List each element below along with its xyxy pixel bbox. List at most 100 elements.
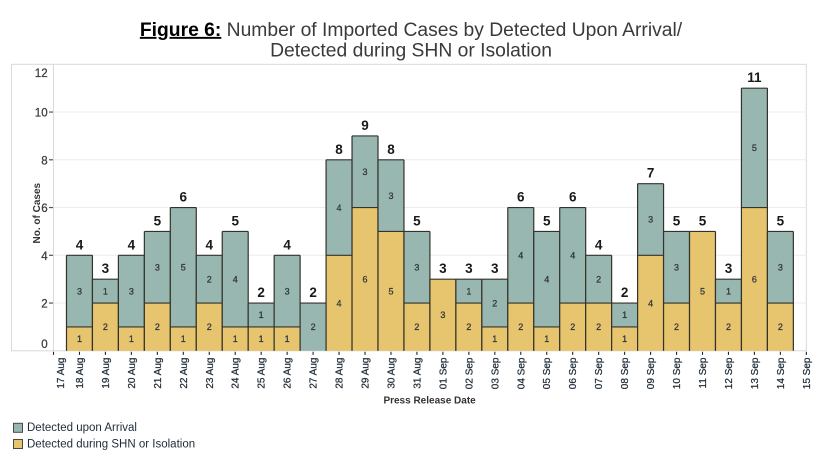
svg-text:1: 1 xyxy=(181,334,186,344)
svg-text:08 Sep: 08 Sep xyxy=(620,357,631,389)
svg-text:5: 5 xyxy=(673,213,681,228)
svg-text:3: 3 xyxy=(285,286,290,296)
svg-text:29 Aug: 29 Aug xyxy=(361,358,372,389)
svg-text:1: 1 xyxy=(233,334,238,344)
svg-text:2: 2 xyxy=(621,285,629,300)
svg-text:25 Aug: 25 Aug xyxy=(257,358,268,389)
svg-text:10: 10 xyxy=(35,108,48,120)
svg-text:3: 3 xyxy=(778,262,783,272)
svg-text:2: 2 xyxy=(311,322,316,332)
svg-text:20 Aug: 20 Aug xyxy=(127,358,138,389)
svg-text:4: 4 xyxy=(128,237,136,252)
svg-text:22 Aug: 22 Aug xyxy=(179,358,190,389)
svg-text:2: 2 xyxy=(778,322,783,332)
svg-text:23 Aug: 23 Aug xyxy=(205,358,216,389)
svg-text:4: 4 xyxy=(648,298,653,308)
svg-text:05 Sep: 05 Sep xyxy=(542,357,553,389)
svg-text:5: 5 xyxy=(388,286,393,296)
svg-text:2: 2 xyxy=(596,322,601,332)
svg-text:7: 7 xyxy=(647,166,655,181)
svg-text:4: 4 xyxy=(41,251,48,263)
svg-text:2: 2 xyxy=(257,285,265,300)
svg-text:13 Sep: 13 Sep xyxy=(750,357,761,389)
svg-text:1: 1 xyxy=(259,310,264,320)
svg-text:14 Sep: 14 Sep xyxy=(776,357,787,389)
svg-text:3: 3 xyxy=(363,167,368,177)
svg-text:1: 1 xyxy=(103,286,108,296)
svg-text:11: 11 xyxy=(747,70,762,85)
svg-text:3: 3 xyxy=(491,261,499,276)
svg-text:5: 5 xyxy=(699,213,707,228)
svg-text:5: 5 xyxy=(181,262,186,272)
svg-text:3: 3 xyxy=(439,261,447,276)
svg-text:04 Sep: 04 Sep xyxy=(516,357,527,389)
svg-text:Detected during SHN or Isolati: Detected during SHN or Isolation xyxy=(270,41,552,62)
svg-text:8: 8 xyxy=(335,142,343,157)
svg-text:2: 2 xyxy=(466,322,471,332)
svg-text:4: 4 xyxy=(544,274,549,284)
svg-text:2: 2 xyxy=(674,322,679,332)
svg-text:5: 5 xyxy=(543,213,551,228)
svg-text:3: 3 xyxy=(414,262,419,272)
svg-text:Detected upon Arrival: Detected upon Arrival xyxy=(27,422,137,434)
svg-text:2: 2 xyxy=(518,322,523,332)
svg-text:1: 1 xyxy=(466,286,471,296)
svg-text:4: 4 xyxy=(337,298,342,308)
svg-text:6: 6 xyxy=(41,203,47,215)
svg-text:19 Aug: 19 Aug xyxy=(101,358,112,389)
svg-text:4: 4 xyxy=(595,237,603,252)
svg-text:Figure 6: Number of Imported C: Figure 6: Number of Imported Cases by De… xyxy=(140,20,683,41)
svg-text:0: 0 xyxy=(41,339,47,351)
svg-text:3: 3 xyxy=(77,286,82,296)
svg-text:24 Aug: 24 Aug xyxy=(231,358,242,389)
svg-text:6: 6 xyxy=(517,190,525,205)
svg-text:2: 2 xyxy=(570,322,575,332)
svg-text:No. of Cases: No. of Cases xyxy=(32,182,43,243)
svg-text:2: 2 xyxy=(207,322,212,332)
svg-text:4: 4 xyxy=(518,251,523,261)
svg-text:07 Sep: 07 Sep xyxy=(594,357,605,389)
svg-text:10 Sep: 10 Sep xyxy=(672,357,683,389)
svg-text:3: 3 xyxy=(129,286,134,296)
svg-text:1: 1 xyxy=(129,334,134,344)
svg-text:2: 2 xyxy=(596,274,601,284)
svg-text:5: 5 xyxy=(752,143,757,153)
svg-text:12 Sep: 12 Sep xyxy=(724,357,735,389)
svg-text:5: 5 xyxy=(700,286,705,296)
svg-text:3: 3 xyxy=(155,262,160,272)
svg-text:1: 1 xyxy=(285,334,290,344)
svg-text:2: 2 xyxy=(103,322,108,332)
svg-text:5: 5 xyxy=(154,213,162,228)
svg-text:6: 6 xyxy=(363,274,368,284)
svg-text:2: 2 xyxy=(309,285,317,300)
svg-text:3: 3 xyxy=(440,310,445,320)
svg-text:27 Aug: 27 Aug xyxy=(309,358,320,389)
svg-text:12: 12 xyxy=(35,68,48,80)
svg-text:4: 4 xyxy=(233,274,238,284)
svg-text:4: 4 xyxy=(337,203,342,213)
svg-text:26 Aug: 26 Aug xyxy=(283,358,294,389)
svg-text:9: 9 xyxy=(361,118,369,133)
svg-text:1: 1 xyxy=(622,334,627,344)
svg-text:2: 2 xyxy=(726,322,731,332)
svg-text:28 Aug: 28 Aug xyxy=(335,358,346,389)
svg-text:02 Sep: 02 Sep xyxy=(464,357,475,389)
svg-text:6: 6 xyxy=(180,190,188,205)
svg-text:3: 3 xyxy=(674,262,679,272)
svg-text:15 Sep: 15 Sep xyxy=(802,357,813,389)
svg-text:06 Sep: 06 Sep xyxy=(568,357,579,389)
svg-text:Press Release Date: Press Release Date xyxy=(383,396,476,407)
svg-text:2: 2 xyxy=(414,322,419,332)
svg-text:4: 4 xyxy=(283,237,291,252)
svg-text:1: 1 xyxy=(726,286,731,296)
svg-text:09 Sep: 09 Sep xyxy=(646,357,657,389)
svg-text:6: 6 xyxy=(569,190,577,205)
svg-text:17 Aug: 17 Aug xyxy=(56,358,67,389)
svg-text:1: 1 xyxy=(77,334,82,344)
svg-text:30 Aug: 30 Aug xyxy=(386,358,397,389)
svg-text:1: 1 xyxy=(492,334,497,344)
svg-text:2: 2 xyxy=(155,322,160,332)
svg-text:3: 3 xyxy=(648,215,653,225)
svg-text:8: 8 xyxy=(387,142,395,157)
svg-text:1: 1 xyxy=(259,334,264,344)
